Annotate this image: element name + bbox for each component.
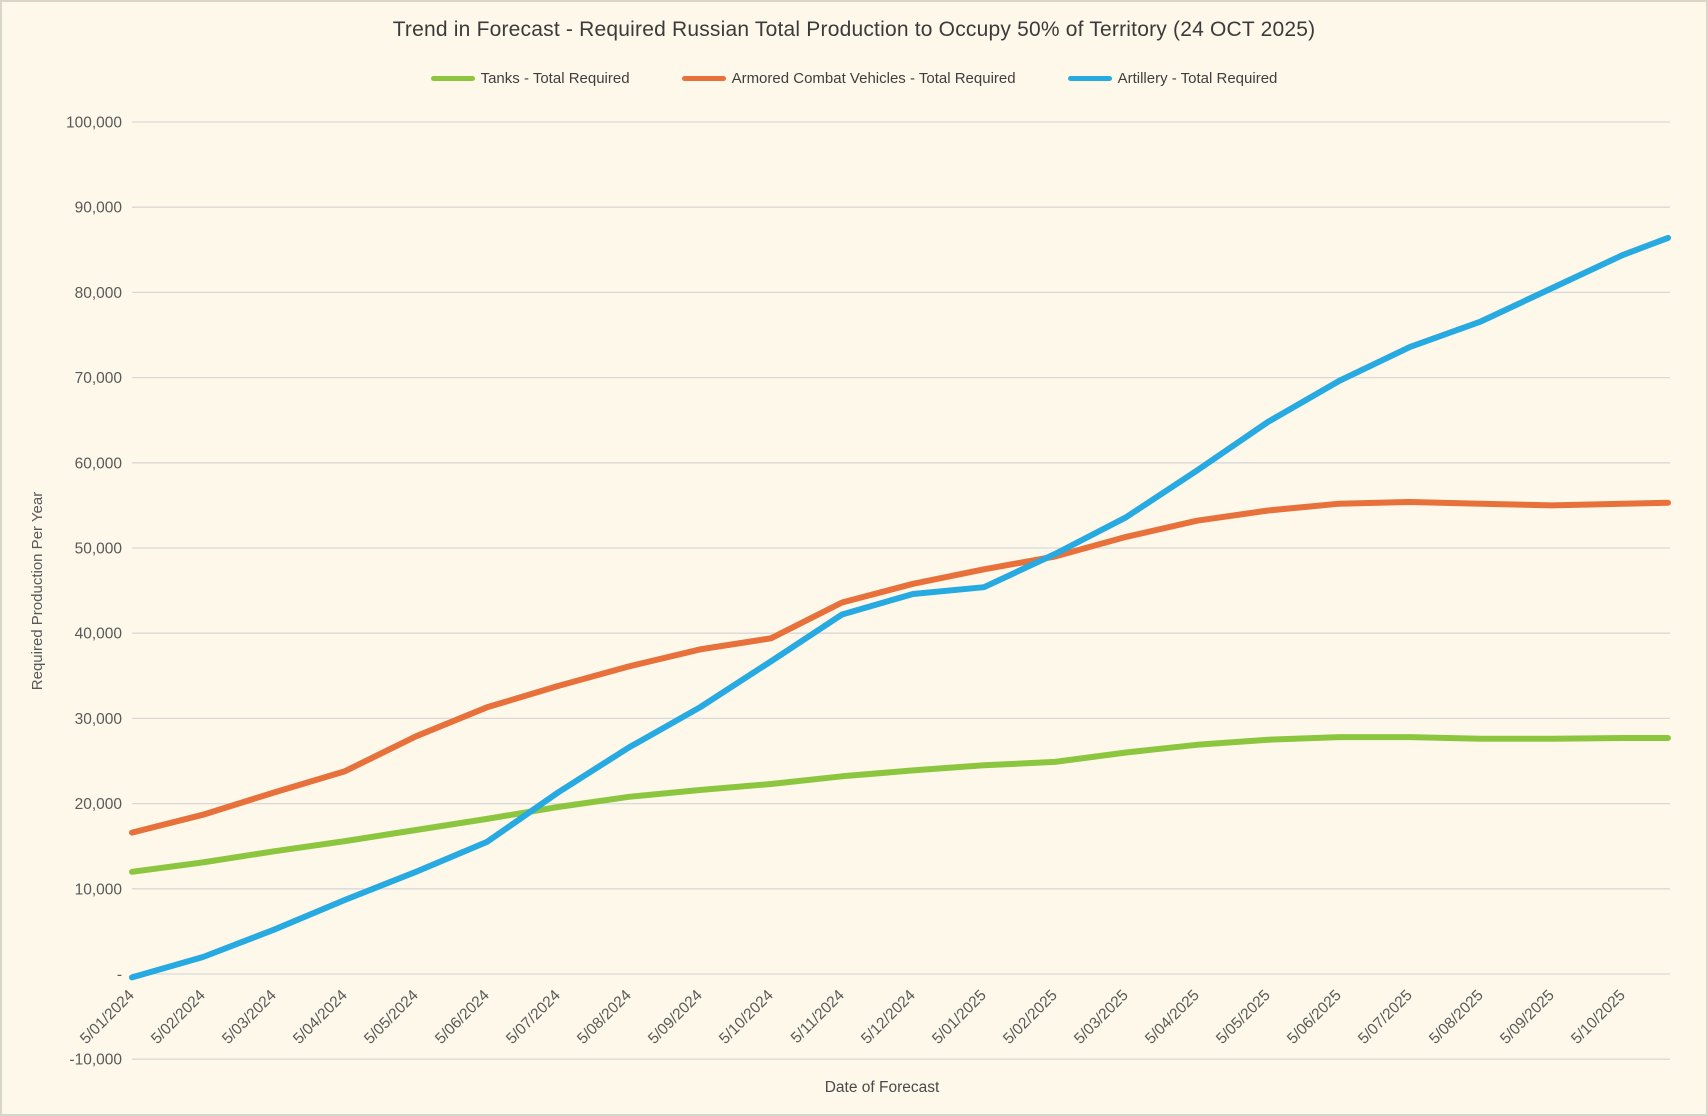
y-tick-label: 70,000	[75, 370, 123, 387]
x-tick-label: 5/08/2024	[574, 987, 635, 1048]
x-tick-label: 5/08/2025	[1426, 987, 1487, 1048]
y-tick-label: 80,000	[75, 285, 123, 302]
x-tick-label: 5/07/2024	[503, 987, 564, 1048]
y-axis-title: Required Production Per Year	[29, 492, 46, 690]
legend-label-artillery: Artillery - Total Required	[1117, 70, 1278, 87]
x-tick-label: 5/05/2024	[361, 987, 422, 1048]
x-tick-label: 5/03/2024	[219, 987, 280, 1048]
y-tick-label: 100,000	[66, 115, 122, 132]
legend-item-acv: Armored Combat Vehicles - Total Required	[681, 70, 1016, 87]
x-tick-label: 5/10/2025	[1568, 987, 1629, 1048]
legend-item-tanks: Tanks - Total Required	[430, 70, 630, 87]
x-tick-label: 5/11/2024	[788, 987, 848, 1047]
y-tick-label: 50,000	[75, 541, 123, 558]
x-tick-label: 5/02/2024	[148, 987, 209, 1048]
x-tick-label: 5/06/2025	[1284, 987, 1345, 1048]
x-axis-title: Date of Forecast	[825, 1079, 940, 1096]
series-line-tanks	[129, 734, 1671, 875]
y-tick-label: 90,000	[75, 200, 123, 217]
y-tick-label: -10,000	[69, 1052, 122, 1069]
series-line-armored	[129, 499, 1671, 836]
x-tick-label: 5/09/2024	[645, 987, 706, 1048]
x-tick-label: 5/06/2024	[432, 987, 493, 1048]
y-tick-label: 10,000	[75, 881, 123, 898]
legend-item-artillery: Artillery - Total Required	[1067, 70, 1278, 87]
tanks-line-swatch	[430, 76, 475, 81]
y-tick-label: -	[117, 967, 122, 984]
y-tick-label: 40,000	[75, 626, 123, 643]
chart-title: Trend in Forecast - Required Russian Tot…	[392, 18, 1316, 41]
x-tick-label: 5/07/2025	[1355, 987, 1416, 1048]
y-tick-label: 30,000	[75, 711, 123, 728]
x-tick-label: 5/03/2025	[1071, 987, 1132, 1048]
x-tick-label: 5/12/2024	[858, 987, 919, 1048]
x-tick-label: 5/09/2025	[1497, 987, 1558, 1048]
x-tick-label: 5/04/2024	[290, 987, 351, 1048]
artillery-line-swatch	[1067, 76, 1112, 81]
x-tick-label: 5/01/2024	[77, 987, 138, 1048]
x-tick-label: 5/01/2025	[929, 987, 990, 1048]
legend-label-tanks: Tanks - Total Required	[480, 70, 630, 87]
x-tick-label: 5/05/2025	[1213, 987, 1274, 1048]
x-tick-label: 5/10/2024	[716, 987, 777, 1048]
x-tick-label: 5/02/2025	[1000, 987, 1061, 1048]
acv-line-swatch	[681, 76, 726, 81]
y-tick-label: 60,000	[75, 455, 123, 472]
chart-legend: Tanks - Total Required Armored Combat Ve…	[2, 70, 1706, 87]
x-tick-label: 5/04/2025	[1142, 987, 1203, 1048]
y-tick-label: 20,000	[75, 796, 123, 813]
legend-label-acv: Armored Combat Vehicles - Total Required	[731, 70, 1016, 87]
series-line-artillery	[129, 234, 1671, 981]
